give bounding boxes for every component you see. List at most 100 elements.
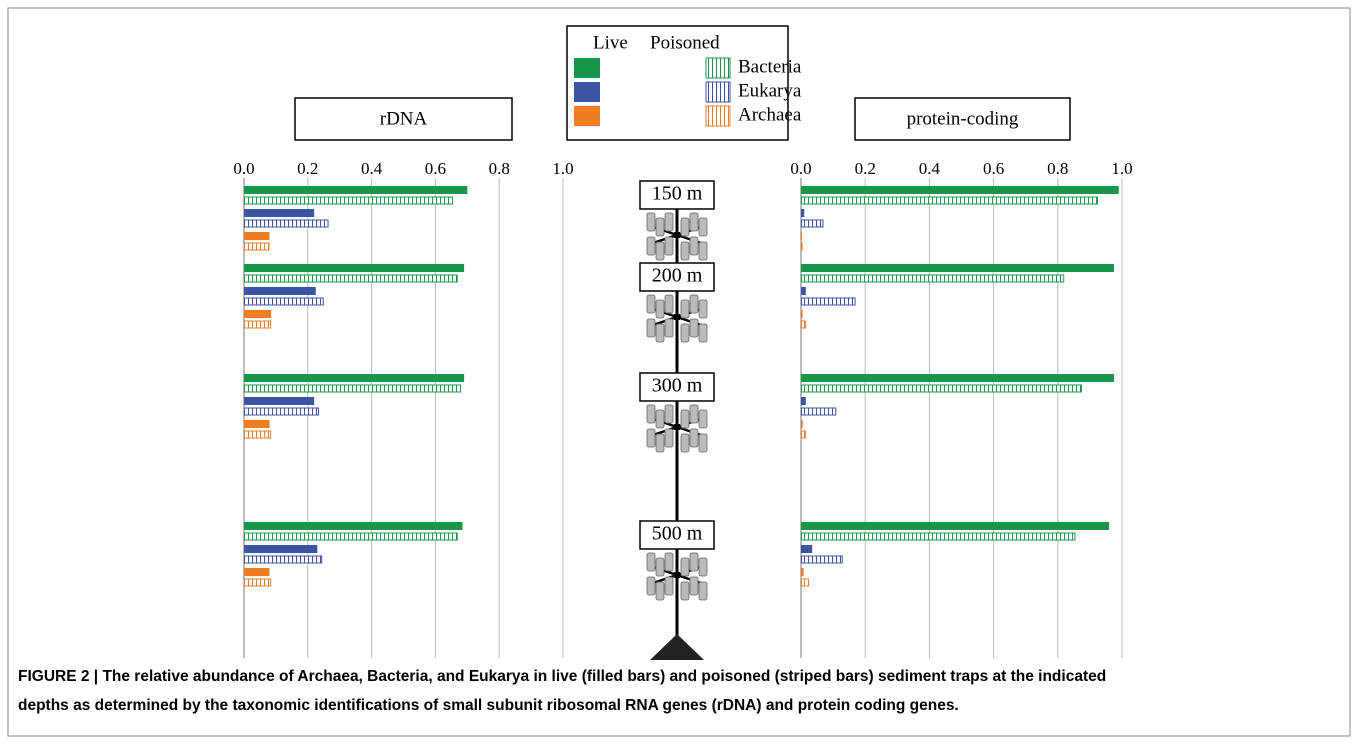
bar-live — [244, 568, 270, 576]
trap-tube — [689, 428, 699, 448]
bar-live — [801, 545, 813, 553]
trap-tube — [698, 409, 708, 429]
trap-tube — [646, 294, 656, 314]
x-tick-label: 1.0 — [1111, 159, 1132, 178]
bar-live — [244, 264, 465, 272]
bar-poisoned — [801, 407, 837, 416]
bar-live — [244, 186, 468, 194]
bar-live — [801, 568, 804, 576]
trap-tube — [664, 212, 674, 232]
trap-tube — [646, 576, 656, 596]
bar-poisoned — [801, 320, 806, 329]
trap-tube — [698, 433, 708, 453]
x-tick-label: 0.0 — [790, 159, 811, 178]
trap-tube — [689, 294, 699, 314]
bar-poisoned — [801, 196, 1098, 205]
legend-label: Bacteria — [738, 56, 802, 77]
trap-tube — [680, 433, 690, 453]
trap-tube — [698, 299, 708, 319]
trap-center — [674, 232, 680, 238]
bar-live — [244, 310, 272, 318]
trap-tube — [664, 576, 674, 596]
trap-tube — [689, 318, 699, 338]
bar-poisoned — [244, 407, 319, 416]
trap-tube — [664, 318, 674, 338]
bar-poisoned — [801, 430, 806, 439]
mooring-anchor — [650, 634, 704, 660]
trap-tube — [680, 299, 690, 319]
depth-label: 150 m — [652, 183, 703, 205]
trap-tube — [655, 299, 665, 319]
trap-tube — [655, 217, 665, 237]
x-tick-label: 0.8 — [1047, 159, 1068, 178]
bar-poisoned — [244, 219, 329, 228]
bar-poisoned — [801, 242, 803, 251]
bar-poisoned — [244, 578, 272, 587]
bar-live — [244, 232, 270, 240]
bar-poisoned — [244, 430, 272, 439]
caption-line: depths as determined by the taxonomic id… — [18, 697, 959, 714]
trap-center — [674, 572, 680, 578]
legend-box — [566, 25, 789, 141]
bar-live — [801, 209, 805, 217]
trap-tube — [655, 433, 665, 453]
bar-live — [244, 420, 270, 428]
bar-poisoned — [801, 219, 824, 228]
trap-center — [674, 424, 680, 430]
legend-swatch-live — [574, 58, 600, 78]
depth-label: 300 m — [652, 375, 703, 397]
caption-line: FIGURE 2 | The relative abundance of Arc… — [18, 668, 1106, 685]
bar-live — [244, 374, 465, 382]
trap-tube — [664, 294, 674, 314]
bar-poisoned — [801, 578, 810, 587]
bar-poisoned — [244, 532, 458, 541]
trap-tube — [689, 212, 699, 232]
bar-live — [244, 397, 315, 405]
x-tick-label: 0.4 — [361, 159, 383, 178]
bar-poisoned — [244, 384, 461, 393]
trap-tube — [664, 552, 674, 572]
x-tick-label: 1.0 — [552, 159, 573, 178]
trap-tube — [655, 557, 665, 577]
trap-tube — [689, 552, 699, 572]
x-tick-label: 0.8 — [489, 159, 510, 178]
bar-live — [801, 310, 803, 318]
legend-swatch-live — [574, 82, 600, 102]
x-tick-label: 0.6 — [425, 159, 446, 178]
x-tick-label: 0.6 — [983, 159, 1004, 178]
panel-title: protein-coding — [907, 108, 1019, 129]
depth-box — [639, 262, 715, 292]
bar-poisoned — [801, 297, 856, 306]
bar-live — [801, 522, 1110, 530]
x-tick-label: 0.0 — [233, 159, 254, 178]
bar-poisoned — [244, 320, 272, 329]
trap-tube — [698, 217, 708, 237]
bar-live — [801, 420, 803, 428]
x-tick-label: 0.2 — [855, 159, 876, 178]
trap-tube — [680, 241, 690, 261]
x-tick-label: 0.4 — [919, 159, 941, 178]
legend-header: Live — [593, 32, 628, 53]
bar-live — [801, 287, 806, 295]
bar-live — [244, 522, 463, 530]
bar-poisoned — [244, 297, 324, 306]
bar-poisoned — [244, 196, 453, 205]
trap-tube — [646, 404, 656, 424]
legend-header: Poisoned — [650, 32, 720, 53]
trap-tube — [698, 557, 708, 577]
trap-tube — [680, 217, 690, 237]
bar-poisoned — [801, 532, 1076, 541]
bar-poisoned — [244, 555, 323, 564]
figure-frame — [7, 7, 1351, 737]
x-tick-label: 0.2 — [297, 159, 318, 178]
legend-swatch-live — [574, 106, 600, 126]
depth-box — [639, 372, 715, 402]
trap-tube — [689, 404, 699, 424]
bar-live — [244, 287, 316, 295]
trap-tube — [680, 581, 690, 601]
trap-tube — [655, 323, 665, 343]
depth-box — [639, 520, 715, 550]
bar-live — [801, 264, 1114, 272]
depth-box — [639, 180, 715, 210]
bar-poisoned — [801, 274, 1065, 283]
